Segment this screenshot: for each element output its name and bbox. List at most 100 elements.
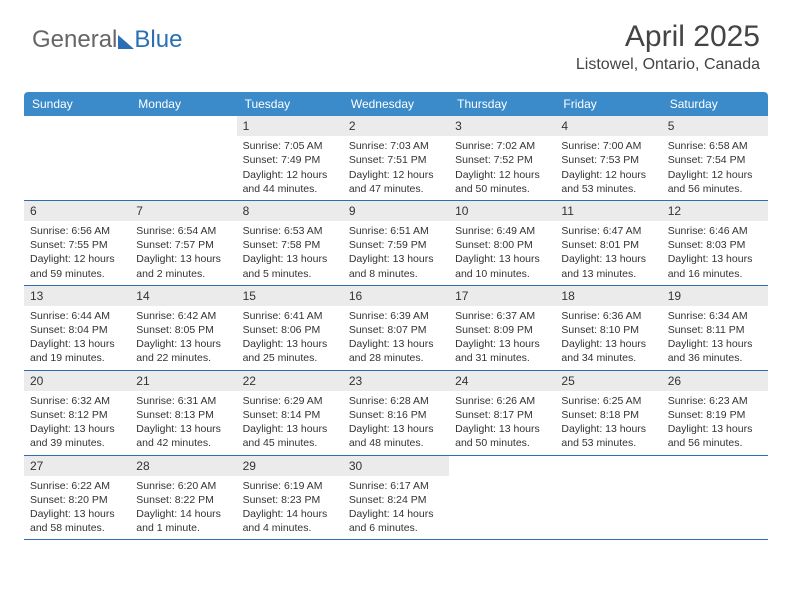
sunrise-text: Sunrise: 6:46 AM: [668, 224, 762, 238]
calendar-cell: [24, 116, 130, 200]
sunrise-text: Sunrise: 7:02 AM: [455, 139, 549, 153]
sunrise-text: Sunrise: 6:26 AM: [455, 394, 549, 408]
daylight-line1: Daylight: 13 hours: [349, 252, 443, 266]
sunset-text: Sunset: 7:53 PM: [561, 153, 655, 167]
daylight-line2: and 25 minutes.: [243, 351, 337, 365]
daylight-line1: Daylight: 13 hours: [30, 507, 124, 521]
sunrise-text: Sunrise: 6:20 AM: [136, 479, 230, 493]
sunrise-text: Sunrise: 7:00 AM: [561, 139, 655, 153]
logo-text-2: Blue: [134, 26, 182, 54]
sunset-text: Sunset: 8:09 PM: [455, 323, 549, 337]
daylight-line2: and 44 minutes.: [243, 182, 337, 196]
sunset-text: Sunset: 8:12 PM: [30, 408, 124, 422]
cell-body: Sunrise: 6:36 AMSunset: 8:10 PMDaylight:…: [555, 306, 661, 370]
daylight-line2: and 8 minutes.: [349, 267, 443, 281]
daylight-line1: Daylight: 13 hours: [136, 252, 230, 266]
week-row: 27Sunrise: 6:22 AMSunset: 8:20 PMDayligh…: [24, 456, 768, 541]
day-of-week-header: SundayMondayTuesdayWednesdayThursdayFrid…: [24, 92, 768, 116]
sunset-text: Sunset: 7:57 PM: [136, 238, 230, 252]
sunset-text: Sunset: 8:07 PM: [349, 323, 443, 337]
sunset-text: Sunset: 8:01 PM: [561, 238, 655, 252]
cell-body: Sunrise: 7:02 AMSunset: 7:52 PMDaylight:…: [449, 136, 555, 200]
daylight-line2: and 42 minutes.: [136, 436, 230, 450]
calendar-cell: 22 Sunrise: 6:29 AMSunset: 8:14 PMDayligh…: [237, 371, 343, 455]
day-number: 25: [555, 371, 661, 391]
calendar-cell: [130, 116, 236, 200]
page-header: General Blue April 2025 Listowel, Ontari…: [0, 0, 792, 92]
cell-body: Sunrise: 7:00 AMSunset: 7:53 PMDaylight:…: [555, 136, 661, 200]
daylight-line1: Daylight: 13 hours: [136, 422, 230, 436]
calendar-cell: 2Sunrise: 7:03 AMSunset: 7:51 PMDaylight…: [343, 116, 449, 200]
daylight-line2: and 2 minutes.: [136, 267, 230, 281]
calendar-cell: 18Sunrise: 6:36 AMSunset: 8:10 PMDayligh…: [555, 286, 661, 370]
dow-label: Saturday: [662, 92, 768, 116]
daylight-line1: Daylight: 14 hours: [243, 507, 337, 521]
calendar-cell: 6Sunrise: 6:56 AMSunset: 7:55 PMDaylight…: [24, 201, 130, 285]
day-number: 3: [449, 116, 555, 136]
sunrise-text: Sunrise: 6:17 AM: [349, 479, 443, 493]
sunrise-text: Sunrise: 6:44 AM: [30, 309, 124, 323]
daylight-line1: Daylight: 13 hours: [668, 252, 762, 266]
dow-label: Thursday: [449, 92, 555, 116]
cell-body: Sunrise: 6:22 AMSunset: 8:20 PMDaylight:…: [24, 476, 130, 540]
daylight-line2: and 10 minutes.: [455, 267, 549, 281]
sail-icon: [118, 35, 134, 49]
calendar-cell: 21Sunrise: 6:31 AMSunset: 8:13 PMDayligh…: [130, 371, 236, 455]
daylight-line1: Daylight: 13 hours: [455, 252, 549, 266]
calendar-cell: 26Sunrise: 6:23 AMSunset: 8:19 PMDayligh…: [662, 371, 768, 455]
sunrise-text: Sunrise: 6:54 AM: [136, 224, 230, 238]
calendar-cell: 3Sunrise: 7:02 AMSunset: 7:52 PMDaylight…: [449, 116, 555, 200]
daylight-line1: Daylight: 13 hours: [136, 337, 230, 351]
calendar-cell: 5Sunrise: 6:58 AMSunset: 7:54 PMDaylight…: [662, 116, 768, 200]
daylight-line2: and 1 minute.: [136, 521, 230, 535]
daylight-line2: and 6 minutes.: [349, 521, 443, 535]
daylight-line1: Daylight: 13 hours: [243, 252, 337, 266]
day-number: 28: [130, 456, 236, 476]
sunrise-text: Sunrise: 6:29 AM: [243, 394, 337, 408]
day-number: 17: [449, 286, 555, 306]
sunrise-text: Sunrise: 6:34 AM: [668, 309, 762, 323]
daylight-line2: and 58 minutes.: [30, 521, 124, 535]
cell-body: Sunrise: 6:41 AMSunset: 8:06 PMDaylight:…: [237, 306, 343, 370]
day-number: 13: [24, 286, 130, 306]
cell-body: Sunrise: 6:34 AMSunset: 8:11 PMDaylight:…: [662, 306, 768, 370]
calendar-cell: 7Sunrise: 6:54 AMSunset: 7:57 PMDaylight…: [130, 201, 236, 285]
sunset-text: Sunset: 8:03 PM: [668, 238, 762, 252]
day-number: 22: [237, 371, 343, 391]
daylight-line2: and 47 minutes.: [349, 182, 443, 196]
sunset-text: Sunset: 8:16 PM: [349, 408, 443, 422]
calendar-cell: 19Sunrise: 6:34 AMSunset: 8:11 PMDayligh…: [662, 286, 768, 370]
sunset-text: Sunset: 7:55 PM: [30, 238, 124, 252]
daylight-line2: and 39 minutes.: [30, 436, 124, 450]
day-number: 11: [555, 201, 661, 221]
daylight-line1: Daylight: 13 hours: [455, 337, 549, 351]
daylight-line2: and 16 minutes.: [668, 267, 762, 281]
day-number: 26: [662, 371, 768, 391]
daylight-line1: Daylight: 13 hours: [30, 337, 124, 351]
dow-label: Monday: [130, 92, 236, 116]
day-number: 12: [662, 201, 768, 221]
day-number: 20: [24, 371, 130, 391]
daylight-line1: Daylight: 13 hours: [30, 422, 124, 436]
sunset-text: Sunset: 8:14 PM: [243, 408, 337, 422]
daylight-line1: Daylight: 13 hours: [243, 422, 337, 436]
day-number: 19: [662, 286, 768, 306]
day-number: 21: [130, 371, 236, 391]
cell-body: Sunrise: 6:58 AMSunset: 7:54 PMDaylight:…: [662, 136, 768, 200]
daylight-line1: Daylight: 14 hours: [136, 507, 230, 521]
cell-body: Sunrise: 6:42 AMSunset: 8:05 PMDaylight:…: [130, 306, 236, 370]
sunrise-text: Sunrise: 6:22 AM: [30, 479, 124, 493]
logo: General Blue: [32, 26, 182, 54]
daylight-line1: Daylight: 12 hours: [668, 168, 762, 182]
day-number: 10: [449, 201, 555, 221]
daylight-line1: Daylight: 13 hours: [561, 337, 655, 351]
daylight-line2: and 48 minutes.: [349, 436, 443, 450]
day-number: 6: [24, 201, 130, 221]
calendar-cell: 9Sunrise: 6:51 AMSunset: 7:59 PMDaylight…: [343, 201, 449, 285]
calendar-cell: 23Sunrise: 6:28 AMSunset: 8:16 PMDayligh…: [343, 371, 449, 455]
calendar-cell: 13Sunrise: 6:44 AMSunset: 8:04 PMDayligh…: [24, 286, 130, 370]
week-row: 13Sunrise: 6:44 AMSunset: 8:04 PMDayligh…: [24, 286, 768, 371]
sunrise-text: Sunrise: 6:53 AM: [243, 224, 337, 238]
calendar-cell: 30Sunrise: 6:17 AMSunset: 8:24 PMDayligh…: [343, 456, 449, 540]
daylight-line2: and 56 minutes.: [668, 436, 762, 450]
